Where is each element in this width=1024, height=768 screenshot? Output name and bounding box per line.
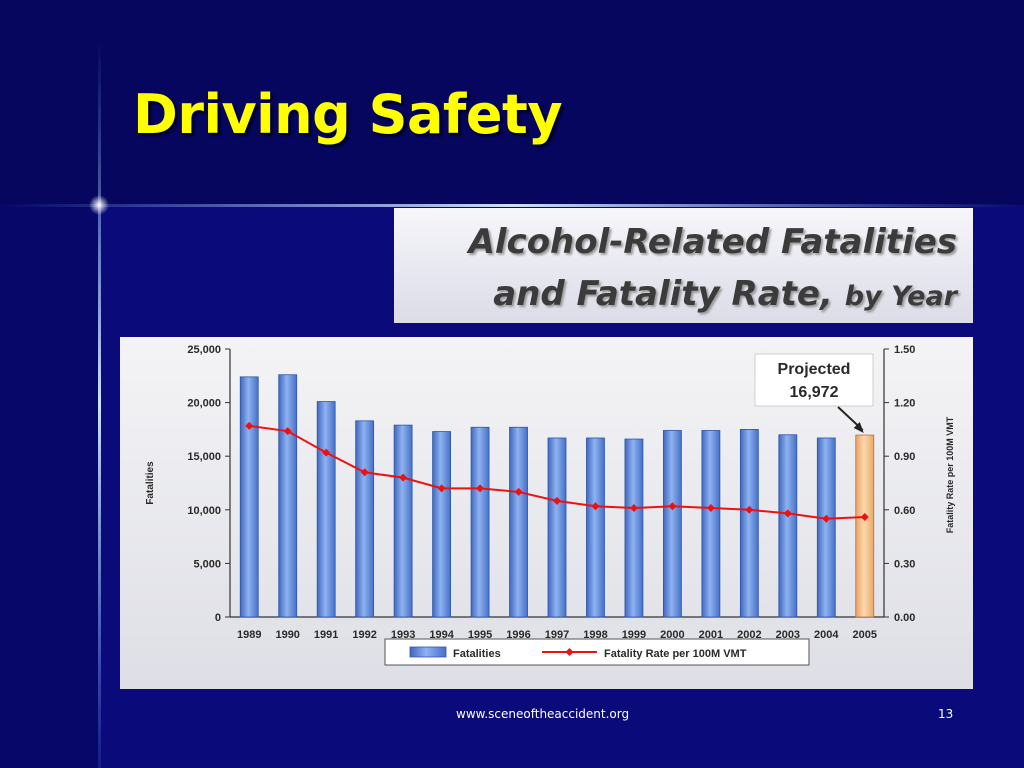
fatalities-bar (547, 437, 567, 618)
y2-axis-label: Fatality Rate per 100M VMT (945, 416, 955, 533)
fatalities-bar (701, 430, 721, 618)
fatalities-bar (663, 430, 682, 618)
legend-fatalities-label: Fatalities (453, 648, 501, 660)
legend-rate-swatch-marker (565, 648, 574, 656)
fatality-rate-point (706, 504, 715, 513)
y-axis-label: Fatalities (145, 461, 156, 505)
y2-tick-label: 0.00 (894, 612, 915, 624)
fatality-rate-point (514, 487, 523, 496)
legend-fatalities-swatch (409, 646, 447, 658)
page-number: 13 (938, 707, 954, 721)
projected-callout-line1: Projected (778, 361, 851, 378)
x-tick-label: 1992 (352, 629, 376, 641)
fatalities-bar (239, 376, 259, 618)
fatalities-bar (470, 426, 490, 618)
y-tick-label: 0 (215, 612, 221, 624)
y2-tick-label: 0.30 (894, 558, 915, 570)
x-tick-label: 1991 (314, 629, 338, 641)
fatalities-bar (586, 437, 605, 618)
fatality-rate-point (245, 421, 254, 430)
x-tick-label: 1993 (391, 629, 415, 641)
fatalities-bar (316, 401, 336, 618)
decor-sparkle (89, 195, 109, 215)
x-tick-label: 2002 (737, 629, 761, 641)
y2-tick-label: 1.20 (894, 398, 915, 410)
x-tick-label: 1995 (468, 629, 492, 641)
x-tick-label: 1996 (506, 629, 530, 641)
fatalities-bar-projected (855, 434, 875, 618)
x-tick-label: 1989 (237, 629, 261, 641)
fatality-rate-point (629, 504, 638, 513)
decor-vertical-line (98, 40, 101, 768)
y2-tick-label: 1.50 (894, 344, 915, 356)
x-tick-label: 1997 (545, 629, 569, 641)
fatalities-bar (393, 424, 413, 618)
fatalities-bar (509, 426, 528, 618)
y-tick-label: 10,000 (187, 505, 221, 517)
x-tick-label: 2001 (699, 629, 723, 641)
fatalities-bar (355, 420, 375, 618)
fatality-rate-point (745, 505, 754, 514)
chart-panel: 0 5,000 10,000 15,000 20,000 25,000 0.00 0.30 0.… (120, 337, 973, 689)
fatalities-bar (278, 374, 298, 618)
decor-horizontal-line (0, 204, 1024, 207)
slide-title: Driving Safety (133, 83, 563, 146)
fatality-rate-point (860, 512, 869, 521)
y-tick-label: 20,000 (187, 398, 221, 410)
x-tick-label: 2004 (814, 629, 839, 641)
fatality-rate-point (360, 468, 369, 477)
y-tick-label: 25,000 (187, 344, 221, 356)
projected-callout-line2: 16,972 (790, 384, 839, 401)
fatalities-bar (432, 431, 451, 618)
x-tick-label: 2005 (853, 629, 877, 641)
projected-callout-arrowhead (853, 422, 864, 434)
fatality-rate-point (399, 473, 408, 482)
y2-tick-label: 0.60 (894, 505, 915, 517)
x-tick-label: 2003 (776, 629, 800, 641)
fatality-rate-point (476, 484, 485, 493)
fatality-rate-point (822, 514, 831, 523)
x-tick-label: 2000 (660, 629, 684, 641)
fatalities-bar (816, 437, 836, 618)
projected-callout-box (754, 353, 874, 407)
x-tick-label: 1990 (275, 629, 299, 641)
chart-heading-line2-small: by Year (844, 281, 957, 312)
fatalities-chart: 0 5,000 10,000 15,000 20,000 25,000 0.00 0.30 0.… (145, 344, 955, 666)
legend-rate-label: Fatality Rate per 100M VMT (604, 648, 747, 660)
fatalities-bar (778, 434, 798, 618)
fatality-rate-point (437, 484, 446, 493)
x-tick-label: 1999 (622, 629, 646, 641)
fatality-rate-point (668, 502, 677, 511)
fatality-rate-point (591, 502, 600, 511)
y-tick-label: 15,000 (187, 451, 221, 463)
x-tick-label: 1998 (583, 629, 607, 641)
fatality-rate-point (783, 509, 792, 518)
footer-url: www.sceneoftheaccident.org (456, 707, 630, 721)
fatality-rate-point (283, 427, 292, 436)
fatalities-bar (739, 429, 759, 618)
chart-heading-line1: Alcohol-Related Fatalities (468, 222, 957, 262)
fatality-rate-point (322, 448, 331, 457)
chart-heading-line2: and Fatality Rate, by Year (493, 274, 957, 314)
chart-heading-line2-main: and Fatality Rate, (493, 274, 833, 314)
y-tick-label: 5,000 (193, 558, 221, 570)
fatalities-bar (624, 438, 644, 618)
chart-heading-image: Alcohol-Related Fatalities and Fatality … (394, 208, 973, 323)
x-tick-label: 1994 (429, 629, 454, 641)
y2-tick-label: 0.90 (894, 451, 915, 463)
fatality-rate-point (553, 496, 561, 505)
